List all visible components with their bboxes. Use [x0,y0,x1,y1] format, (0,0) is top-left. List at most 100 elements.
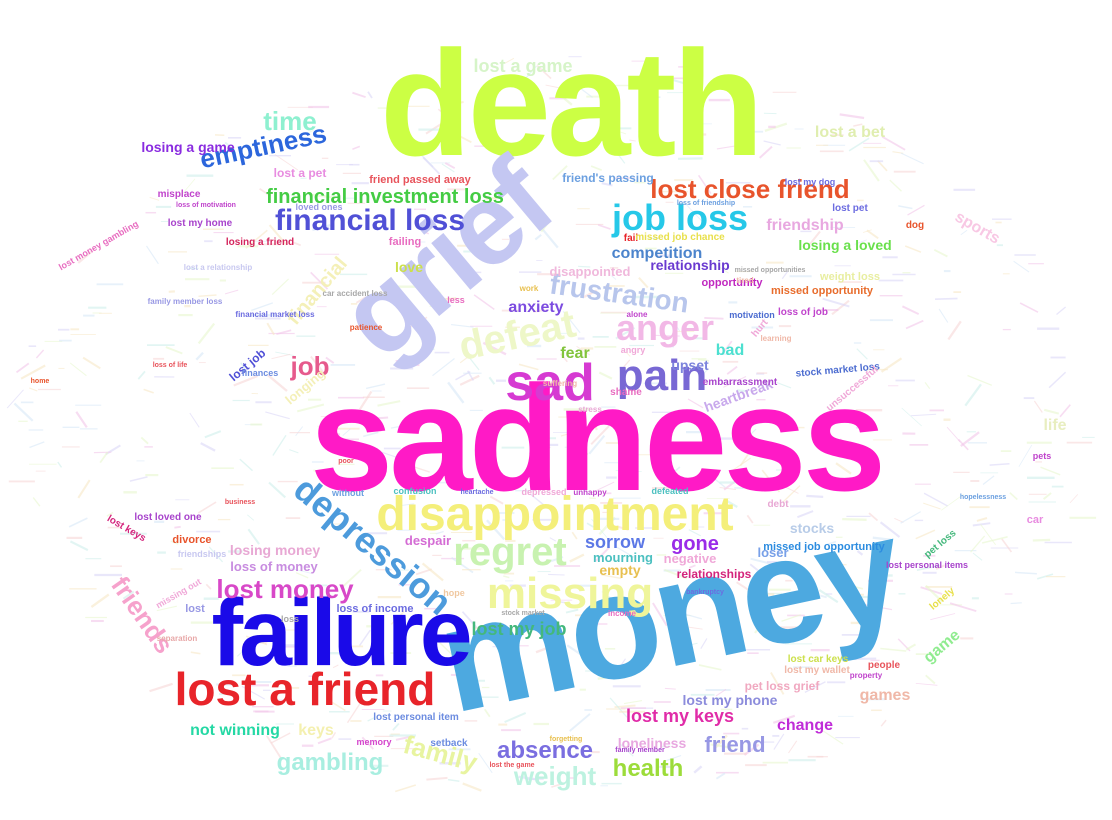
word-missed-job-chance: missed job chance [635,232,725,243]
word-forgetting: forgetting [550,736,583,743]
word-health: health [613,755,684,782]
word-car-accident-loss: car accident loss [323,289,388,298]
word-friendships: friendships [178,549,227,559]
word-unhappy: unhappy [573,488,607,497]
word-separation: separation [157,634,198,643]
word-lost-close-friend: lost close friend [650,174,849,204]
word-regret: regret [453,530,566,574]
word-sports: sports [952,209,1003,248]
word-pets: pets [1033,451,1052,461]
word-property: property [850,671,883,680]
word-fail: fail [624,233,639,244]
word-confusion: confusion [394,486,437,496]
word-suffering: suffering [543,379,577,388]
word-loved-ones: loved ones [295,202,342,212]
word-lost-my-dog: lost my dog [785,177,836,187]
word-competition: competition [612,245,703,262]
word-friend-passed-away: friend passed away [369,174,471,186]
word-lost-a-game: lost a game [473,56,572,76]
word-missed-opportunity: missed opportunity [771,285,874,297]
word-defeated: defeated [651,486,688,496]
word-life: life [1043,417,1066,434]
word-family-member-loss: family member loss [148,297,223,306]
word-mourning: mourning [593,550,653,565]
word-finances: finances [242,368,279,378]
word-negative: negative [664,551,717,566]
word-failing: failing [389,236,421,248]
word-lost-personal-item: lost personal item [373,712,459,723]
word-keys: keys [298,722,334,739]
word-lost-personal-items: lost personal items [886,560,968,570]
word-disappointed: disappointed [550,264,631,279]
word-missing: missing [487,569,653,618]
word-losing-a-friend: losing a friend [226,237,294,248]
background-speckle [6,56,1097,793]
word-weight-loss: weight loss [819,271,880,283]
word-loss-of-life: loss of life [153,362,188,369]
word-upset: upset [671,357,709,373]
word-financial-market-loss: financial market loss [235,310,315,319]
word-love: love [395,259,423,275]
word-motivation: motivation [729,310,775,320]
word-bankruptcy: bankruptcy [686,589,724,596]
word-sadness: sadness [310,354,882,522]
word-lost-the-game: lost the game [489,762,534,769]
word-gone: gone [671,533,719,555]
word-bad: bad [716,342,744,359]
word-lost-a-relationship: lost a relationship [184,263,253,272]
word-dog: dog [906,220,924,231]
word-less: less [447,295,465,305]
word-lost-a-pet: lost a pet [274,166,327,180]
word-empty: empty [599,562,640,578]
word-lost-my-home: lost my home [168,218,233,229]
word-losing-a-loved: losing a loved [798,237,891,253]
word-gambling: gambling [277,749,384,776]
word-lost-car-keys: lost car keys [788,654,849,665]
word-financial-investment-loss: financial investment loss [266,186,504,208]
word-lost: lost [185,603,205,615]
word-game: game [921,627,964,667]
word-pet-loss: pet loss [922,527,958,560]
word-change: change [777,717,833,734]
word-hopelessness: hopelessness [960,494,1006,501]
word-depressed: depressed [521,487,566,497]
word-heartache: heartache [460,489,493,496]
word-home: home [31,378,50,385]
word-car: car [1027,514,1044,526]
word-alone: alone [627,310,648,319]
word-misplace: misplace [158,189,201,200]
word-people: people [868,660,901,671]
word-family-member: family member [615,747,665,754]
word-memory: memory [356,737,391,747]
word-opportunity: opportunity [701,277,763,289]
word-losing-a-game: losing a game [141,139,235,155]
word-lost-money-gambling: lost money gambling [57,219,140,273]
word-lost-my-job: lost my job [471,619,566,639]
word-lost-job: lost job [227,346,269,384]
word-shame: shame [610,387,642,398]
word-pain: pain [617,351,707,400]
word-anxiety: anxiety [508,299,563,316]
word-pet-loss-grief: pet loss grief [745,679,821,693]
word-losing-money: losing money [230,542,320,558]
word-lost-my-phone: lost my phone [683,692,778,708]
word-tired: tired [736,276,753,285]
word-stress: stress [578,405,602,414]
word-relationships: relationships [677,567,752,581]
word-games: games [860,687,911,704]
word-missed-job-opportunity: missed job opportunity [763,541,885,553]
word-despair: despair [405,533,451,548]
word-friends: friends [105,571,179,659]
word-job-loss: job loss [611,197,748,238]
word-loss-of-money: loss of money [230,559,318,574]
word-lost-a-friend: lost a friend [175,663,436,715]
word-lonely: lonely [928,585,958,612]
word-setback: setback [430,738,468,749]
word-income: income [608,609,637,618]
word-financial-loss: financial loss [275,204,465,237]
word-lost-a-bet: lost a bet [815,124,886,141]
word-lost-my-wallet: lost my wallet [784,665,850,676]
